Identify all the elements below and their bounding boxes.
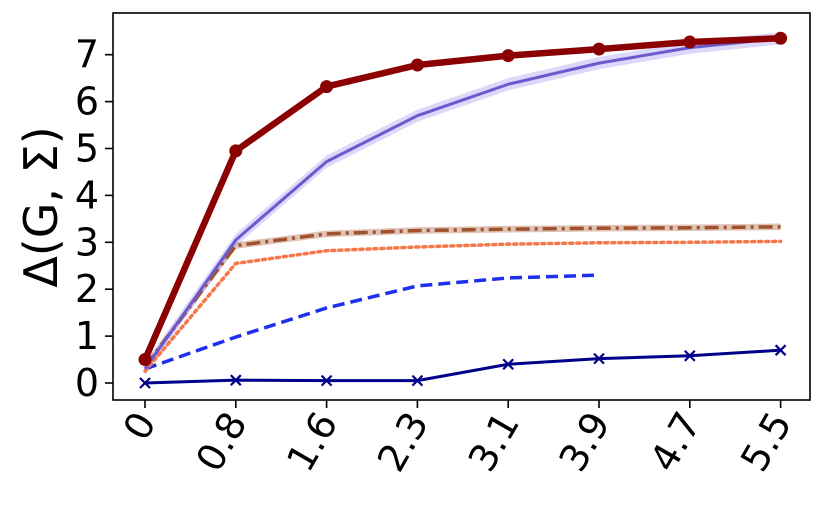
series-5-point-7 bbox=[774, 31, 788, 45]
series-2-line bbox=[143, 239, 783, 374]
y-tick-label-1: 1 bbox=[75, 314, 99, 358]
series-0-point-0 bbox=[139, 377, 151, 389]
series-0-point-5 bbox=[593, 352, 605, 365]
series-1-line bbox=[144, 273, 600, 371]
series-0-point-3 bbox=[411, 374, 424, 387]
series-0-point-1 bbox=[230, 374, 242, 386]
series-0-point-2 bbox=[320, 374, 333, 387]
series-5-point-1 bbox=[229, 144, 243, 158]
series-5-line bbox=[142, 35, 781, 361]
y-tick-label-7: 7 bbox=[75, 33, 99, 77]
series-4-line bbox=[143, 36, 781, 370]
y-tick-label-6: 6 bbox=[75, 80, 99, 124]
y-tick-label-4: 4 bbox=[75, 173, 99, 217]
series-0-point-4 bbox=[502, 358, 514, 371]
series-lines bbox=[142, 35, 783, 385]
y-tick-label-5: 5 bbox=[75, 127, 99, 171]
series-5-point-0 bbox=[138, 353, 152, 367]
plot-frame bbox=[112, 12, 811, 401]
series-markers bbox=[138, 31, 788, 389]
series-3-line bbox=[143, 225, 781, 368]
series-5-point-6 bbox=[683, 35, 697, 49]
y-tick-label-2: 2 bbox=[75, 267, 99, 311]
series-5-point-2 bbox=[320, 80, 334, 94]
series-5-point-3 bbox=[410, 58, 424, 72]
y-tick-label-0: 0 bbox=[75, 361, 99, 405]
y-tick-label-3: 3 bbox=[75, 220, 99, 264]
series-5-point-4 bbox=[501, 49, 515, 63]
y-axis-label: Δ(G, Σ) bbox=[14, 126, 68, 287]
series-0-point-7 bbox=[774, 344, 787, 356]
series-5-point-5 bbox=[592, 42, 606, 56]
series-0-point-6 bbox=[684, 350, 696, 362]
series-0-line bbox=[144, 348, 781, 385]
